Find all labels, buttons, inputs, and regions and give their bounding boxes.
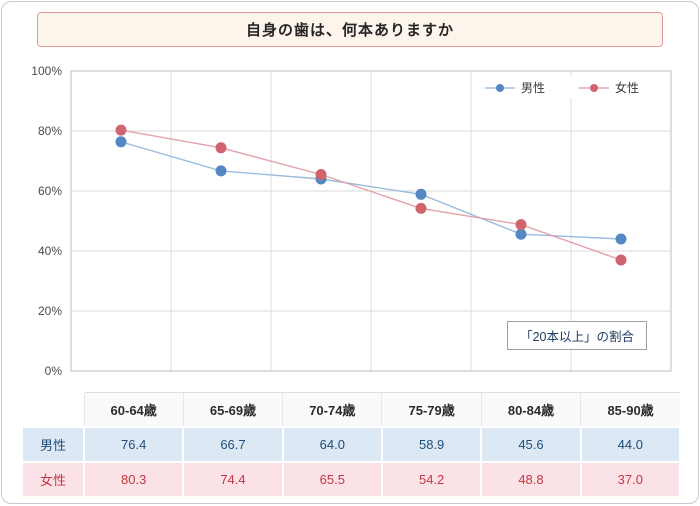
table-col-header: 70-74歳 <box>282 392 382 428</box>
legend-label: 女性 <box>614 81 639 95</box>
table-cell: 44.0 <box>579 426 682 463</box>
plot-border <box>70 70 672 372</box>
table-cell: 80.3 <box>82 461 185 498</box>
table-cell: 48.8 <box>480 461 582 498</box>
table-cell: 66.7 <box>182 426 284 463</box>
y-tick-label: 60% <box>38 184 62 198</box>
y-tick-label: 40% <box>38 244 62 258</box>
table-col-header: 85-90歳 <box>580 392 680 428</box>
table-cell: 58.9 <box>380 426 483 463</box>
table-col-header: 65-69歳 <box>182 392 283 428</box>
table-body: 男性 76.4 66.7 64.0 58.9 45.6 44.0 女性 80.3 74.4 65.5… <box>21 426 682 498</box>
data-point-1 <box>115 124 127 136</box>
series-line-0 <box>120 141 622 240</box>
legend-label: 男性 <box>520 81 545 95</box>
table-header-row: 60-64歳 65-69歳 70-74歳 75-79歳 80-84歳 85-90歳 <box>22 392 680 428</box>
table-row-label: 男性 <box>21 426 85 463</box>
table-row-1: 女性 80.3 74.4 65.5 54.2 48.8 37.0 <box>21 461 682 498</box>
table-corner-cell <box>22 392 84 428</box>
chart-area: 0% 20% 40% 60% 80% 100% 男性 女性 「20本以上」の割合 <box>21 53 679 390</box>
legend-marker-icon <box>578 83 609 93</box>
y-tick-label: 20% <box>38 304 62 318</box>
table-cell: 74.4 <box>182 461 284 498</box>
legend-item-1[interactable]: 女性 <box>578 79 639 96</box>
legend-item-0[interactable]: 男性 <box>484 79 545 96</box>
table-col-header: 80-84歳 <box>480 392 581 428</box>
data-point-0 <box>215 165 227 177</box>
data-table: 60-64歳 65-69歳 70-74歳 75-79歳 80-84歳 85-90歳 男性 7… <box>21 392 682 498</box>
data-point-1 <box>415 202 427 214</box>
table-row-label: 女性 <box>21 461 85 498</box>
chart-annotation: 「20本以上」の割合 <box>507 321 647 350</box>
data-point-1 <box>615 254 627 266</box>
chart-title: 自身の歯は、何本ありますか <box>37 12 663 47</box>
line-chart: 0% 20% 40% 60% 80% 100% <box>31 64 672 378</box>
y-tick-label: 0% <box>45 364 63 378</box>
y-tick-label: 80% <box>38 124 62 138</box>
table-col-header: 60-64歳 <box>83 392 184 428</box>
data-table-wrap: 60-64歳 65-69歳 70-74歳 75-79歳 80-84歳 85-90歳 男性 7… <box>21 392 682 498</box>
table-col-header: 75-79歳 <box>381 392 482 428</box>
data-point-0 <box>515 228 527 240</box>
table-cell: 76.4 <box>82 426 185 463</box>
data-point-0 <box>615 233 627 245</box>
table-cell: 37.0 <box>579 461 682 498</box>
table-cell: 65.5 <box>281 461 383 498</box>
chart-legend: 男性 女性 <box>478 77 645 98</box>
series-line-1 <box>120 129 622 261</box>
data-point-1 <box>515 219 527 231</box>
y-tick-label: 100% <box>31 64 62 78</box>
table-cell: 64.0 <box>281 426 383 463</box>
data-point-0 <box>115 136 127 148</box>
data-point-1 <box>215 142 227 154</box>
legend-marker-icon <box>484 83 515 93</box>
data-point-1 <box>315 169 327 180</box>
table-row-0: 男性 76.4 66.7 64.0 58.9 45.6 44.0 <box>21 426 682 463</box>
table-cell: 45.6 <box>480 426 582 463</box>
data-point-0 <box>415 188 427 200</box>
table-cell: 54.2 <box>380 461 483 498</box>
